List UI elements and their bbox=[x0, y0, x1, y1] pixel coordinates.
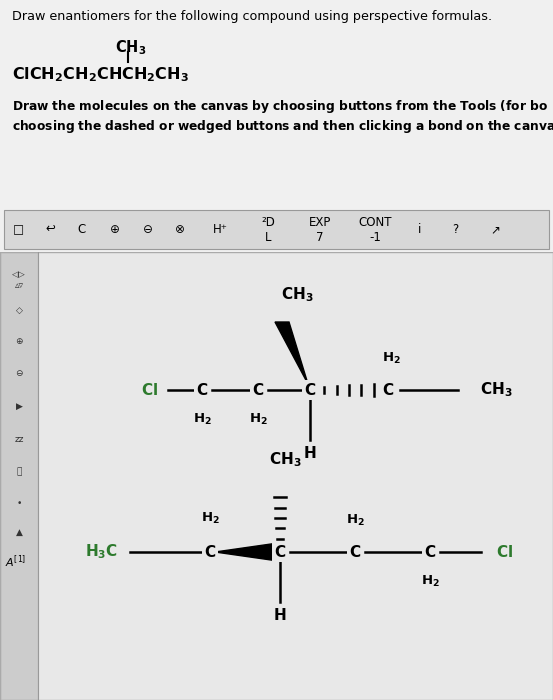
Text: ⊖: ⊖ bbox=[143, 223, 153, 237]
Text: □: □ bbox=[12, 223, 24, 237]
Text: $\mathbf{C}$: $\mathbf{C}$ bbox=[304, 382, 316, 398]
Text: 🖼: 🖼 bbox=[16, 468, 22, 477]
Bar bbox=[0, 252, 38, 700]
Text: $\mathbf{Cl}$: $\mathbf{Cl}$ bbox=[141, 382, 158, 398]
Text: $\mathbf{CH_3}$: $\mathbf{CH_3}$ bbox=[269, 450, 301, 469]
Text: $\mathbf{H}$: $\mathbf{H}$ bbox=[273, 607, 286, 623]
Text: $\mathbf{C}$: $\mathbf{C}$ bbox=[424, 544, 436, 560]
Text: $\mathbf{CH_3}$: $\mathbf{CH_3}$ bbox=[281, 286, 314, 304]
Text: ⊕: ⊕ bbox=[110, 223, 120, 237]
Text: Draw enantiomers for the following compound using perspective formulas.: Draw enantiomers for the following compo… bbox=[12, 10, 492, 23]
Text: H⁺: H⁺ bbox=[212, 223, 227, 237]
Text: $\mathbf{C}$: $\mathbf{C}$ bbox=[252, 382, 264, 398]
Text: $\mathbf{H}$: $\mathbf{H}$ bbox=[303, 445, 317, 461]
Text: $\bf{Draw\ the\ molecules\ on\ the\ canvas\ by\ choosing\ buttons\ from\ the\ To: $\bf{Draw\ the\ molecules\ on\ the\ canv… bbox=[12, 98, 548, 115]
Text: $\mathbf{C}$: $\mathbf{C}$ bbox=[196, 382, 208, 398]
Text: ◇: ◇ bbox=[15, 305, 23, 314]
Text: $\bf{choosing\ the\ dashed\ or\ wedged\ buttons\ and\ then\ clicking\ a\ bond\ o: $\bf{choosing\ the\ dashed\ or\ wedged\ … bbox=[12, 118, 553, 135]
Text: $\mathbf{Cl}$: $\mathbf{Cl}$ bbox=[496, 544, 513, 560]
Text: $\mathbf{H_2}$: $\mathbf{H_2}$ bbox=[382, 351, 400, 366]
Polygon shape bbox=[275, 322, 308, 384]
Text: $\mathbf{CH_3}$: $\mathbf{CH_3}$ bbox=[480, 381, 513, 399]
Text: ▲: ▲ bbox=[15, 528, 23, 536]
Text: ▶: ▶ bbox=[15, 402, 23, 410]
Text: ?: ? bbox=[452, 223, 458, 237]
Text: $\mathbf{C}$: $\mathbf{C}$ bbox=[204, 544, 216, 560]
Text: ⊖: ⊖ bbox=[15, 370, 23, 379]
FancyBboxPatch shape bbox=[4, 209, 549, 249]
Text: ²D
L: ²D L bbox=[261, 216, 275, 244]
Text: CONT
-1: CONT -1 bbox=[358, 216, 392, 244]
Text: $\mathbf{C}$: $\mathbf{C}$ bbox=[274, 544, 286, 560]
Text: $\mathbf{C}$: $\mathbf{C}$ bbox=[349, 544, 361, 560]
Text: i: i bbox=[418, 223, 422, 237]
Text: $\mathbf{ClCH_2CH_2CHCH_2CH_3}$: $\mathbf{ClCH_2CH_2CHCH_2CH_3}$ bbox=[12, 65, 189, 84]
Text: $\mathbf{H_3C}$: $\mathbf{H_3C}$ bbox=[85, 542, 118, 561]
Text: ↩: ↩ bbox=[45, 223, 55, 237]
Text: ⊕: ⊕ bbox=[15, 337, 23, 346]
Text: $\mathbf{H_2}$: $\mathbf{H_2}$ bbox=[192, 412, 211, 427]
Text: •: • bbox=[16, 500, 22, 508]
Text: $\mathbf{H_2}$: $\mathbf{H_2}$ bbox=[346, 513, 364, 528]
Text: ◁▷
▵▿: ◁▷ ▵▿ bbox=[12, 270, 26, 290]
Text: $\mathbf{CH_3}$: $\mathbf{CH_3}$ bbox=[115, 38, 147, 57]
Text: $\mathbf{H_2}$: $\mathbf{H_2}$ bbox=[201, 511, 220, 526]
Text: $\mathbf{H_2}$: $\mathbf{H_2}$ bbox=[421, 574, 440, 589]
Polygon shape bbox=[215, 543, 278, 561]
Text: C: C bbox=[78, 223, 86, 237]
Text: $\mathbf{H_2}$: $\mathbf{H_2}$ bbox=[249, 412, 268, 427]
Text: zz: zz bbox=[14, 435, 24, 444]
Text: ↗: ↗ bbox=[490, 223, 500, 237]
Text: $\mathbf{C}$: $\mathbf{C}$ bbox=[382, 382, 394, 398]
Text: ⊗: ⊗ bbox=[175, 223, 185, 237]
Text: $A^{[1]}$: $A^{[1]}$ bbox=[6, 554, 27, 570]
Text: EXP
7: EXP 7 bbox=[309, 216, 331, 244]
